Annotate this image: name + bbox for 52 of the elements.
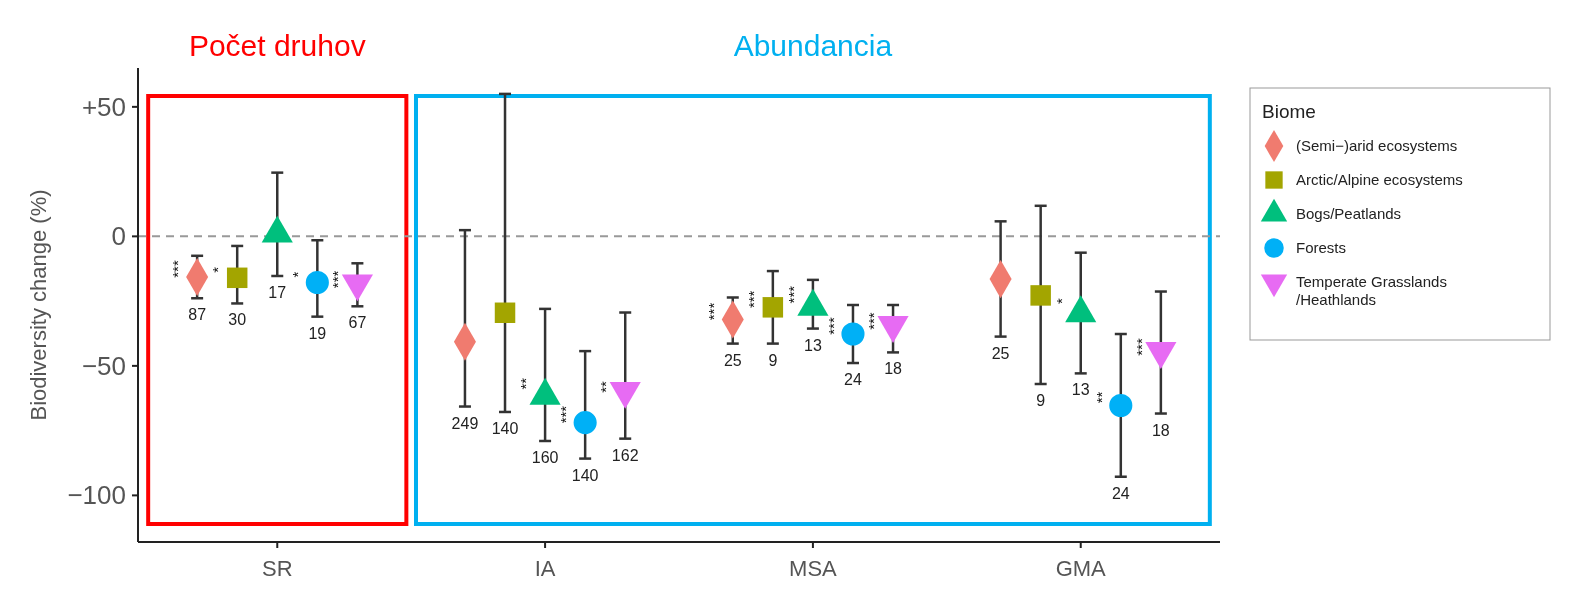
annotation: 30 [228, 311, 247, 329]
legend-label: Forests [1296, 239, 1347, 257]
annotation: *** [169, 260, 187, 278]
annotation: *** [824, 317, 842, 335]
text: Abundancia [733, 29, 893, 62]
annotation: *** [865, 312, 883, 330]
text: Počet druhov [188, 29, 366, 62]
annotation: 162 [611, 446, 639, 464]
y-tick-label: +50 [81, 91, 126, 122]
annotation: 160 [531, 448, 559, 466]
legend-label: (Semi−)arid ecosystems [1296, 137, 1458, 155]
annotation: *** [784, 285, 802, 304]
y-tick-label: −50 [81, 350, 126, 381]
annotation: * [209, 266, 227, 273]
annotation: ** [1092, 391, 1110, 404]
annotation: ** [517, 377, 535, 390]
annotation: 24 [844, 371, 862, 389]
annotation: *** [329, 270, 347, 289]
annotation: 140 [571, 466, 599, 484]
x-tick-label: MSA [789, 556, 838, 581]
annotation: ** [597, 380, 615, 393]
annotation: 67 [348, 314, 367, 332]
y-axis-title: Biodiversity change (%) [26, 189, 51, 421]
annotation: *** [1132, 338, 1150, 356]
x-tick-label: IA [534, 556, 556, 581]
legend-label: Temperate Grasslands /Heathlands [1296, 273, 1447, 309]
annotation: 19 [308, 324, 327, 342]
legend-title: Biome [1262, 101, 1316, 122]
annotation: *** [557, 405, 575, 424]
annotation: * [289, 271, 307, 278]
annotation: 24 [1111, 484, 1130, 502]
annotation: 18 [1151, 421, 1170, 439]
y-tick-label: 0 [111, 221, 126, 252]
y-tick-label: −100 [67, 480, 126, 511]
x-tick-label: SR [261, 556, 293, 581]
annotation: 9 [1036, 392, 1046, 409]
annotation: 13 [804, 336, 822, 354]
annotation: 17 [268, 283, 287, 301]
annotation: 9 [768, 351, 778, 369]
legend-label: Arctic/Alpine ecosystems [1296, 171, 1463, 189]
annotation: 249 [451, 414, 479, 432]
annotation: *** [744, 290, 762, 309]
annotation: 25 [723, 351, 742, 369]
annotation: 87 [188, 306, 207, 324]
annotation: 140 [491, 419, 519, 437]
legend-label: Bogs/Peatlands [1296, 205, 1402, 223]
annotation: * [1052, 298, 1070, 305]
annotation: 13 [1071, 381, 1090, 399]
annotation: *** [704, 302, 722, 321]
x-tick-label: GMA [1055, 556, 1107, 581]
annotation: 25 [991, 344, 1010, 362]
annotation: 18 [884, 360, 903, 378]
